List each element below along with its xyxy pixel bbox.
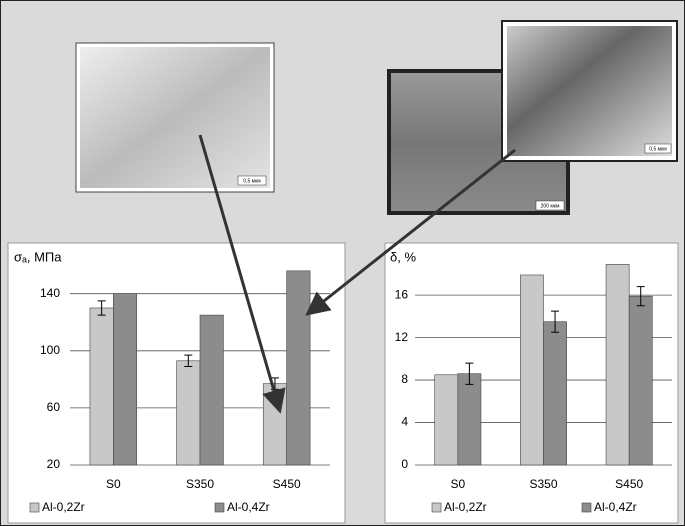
y-tick-label: 20 (47, 457, 61, 471)
legend-label: Al-0,2Zr (42, 500, 85, 514)
y-tick-label: 12 (395, 330, 409, 344)
y-tick-label: 100 (40, 343, 60, 357)
bar (605, 264, 630, 466)
bar (89, 307, 114, 466)
scale-label: 0,5 мкм (649, 146, 667, 152)
micrograph-1: 0,5 мкм (75, 42, 275, 193)
y-tick-label: 60 (47, 400, 61, 414)
legend-label: Al-0,2Zr (444, 500, 487, 514)
arrow (198, 134, 286, 414)
error-bar (636, 286, 645, 307)
legend-label: Al-0,4Zr (227, 500, 270, 514)
y-tick-label: 140 (40, 286, 60, 300)
y-tick-label: 4 (401, 415, 408, 429)
bar (286, 270, 311, 466)
error-bar (97, 300, 106, 316)
x-tick-label: S350 (186, 477, 214, 491)
bar (457, 373, 482, 466)
error-bar (184, 354, 193, 367)
x-tick-label: S0 (106, 477, 121, 491)
y-axis-label: δ, % (390, 249, 416, 264)
legend-swatch (214, 502, 225, 513)
legend-swatch (581, 502, 592, 513)
legend-swatch (29, 502, 40, 513)
x-tick-label: S450 (273, 477, 301, 491)
legend-swatch (431, 502, 442, 513)
bar (434, 374, 459, 466)
y-tick-label: 0 (401, 457, 408, 471)
x-tick-label: S0 (450, 477, 465, 491)
y-tick-label: 8 (401, 372, 408, 386)
micrograph-3: 0,5 мкм (501, 20, 678, 162)
x-tick-label: S450 (615, 477, 643, 491)
x-tick-label: S350 (529, 477, 557, 491)
bar (543, 321, 567, 466)
arrow (305, 148, 516, 316)
bar (628, 295, 653, 466)
bar (176, 360, 201, 466)
scale-label: 0,5 мкм (243, 178, 261, 184)
y-tick-label: 16 (395, 287, 409, 301)
error-bar (465, 362, 474, 385)
bar (520, 274, 544, 466)
bar (199, 314, 224, 466)
error-bar (551, 310, 560, 333)
y-axis-label: σₐ, МПа (14, 249, 62, 264)
bar (113, 293, 138, 466)
legend-label: Al-0,4Zr (594, 500, 637, 514)
scale-label: 200 мкм (541, 203, 560, 209)
charts: σₐ, МПа 20 60 100 140 S0 S350 S450 Al-0,2Zr Al-0,… (14, 249, 672, 514)
